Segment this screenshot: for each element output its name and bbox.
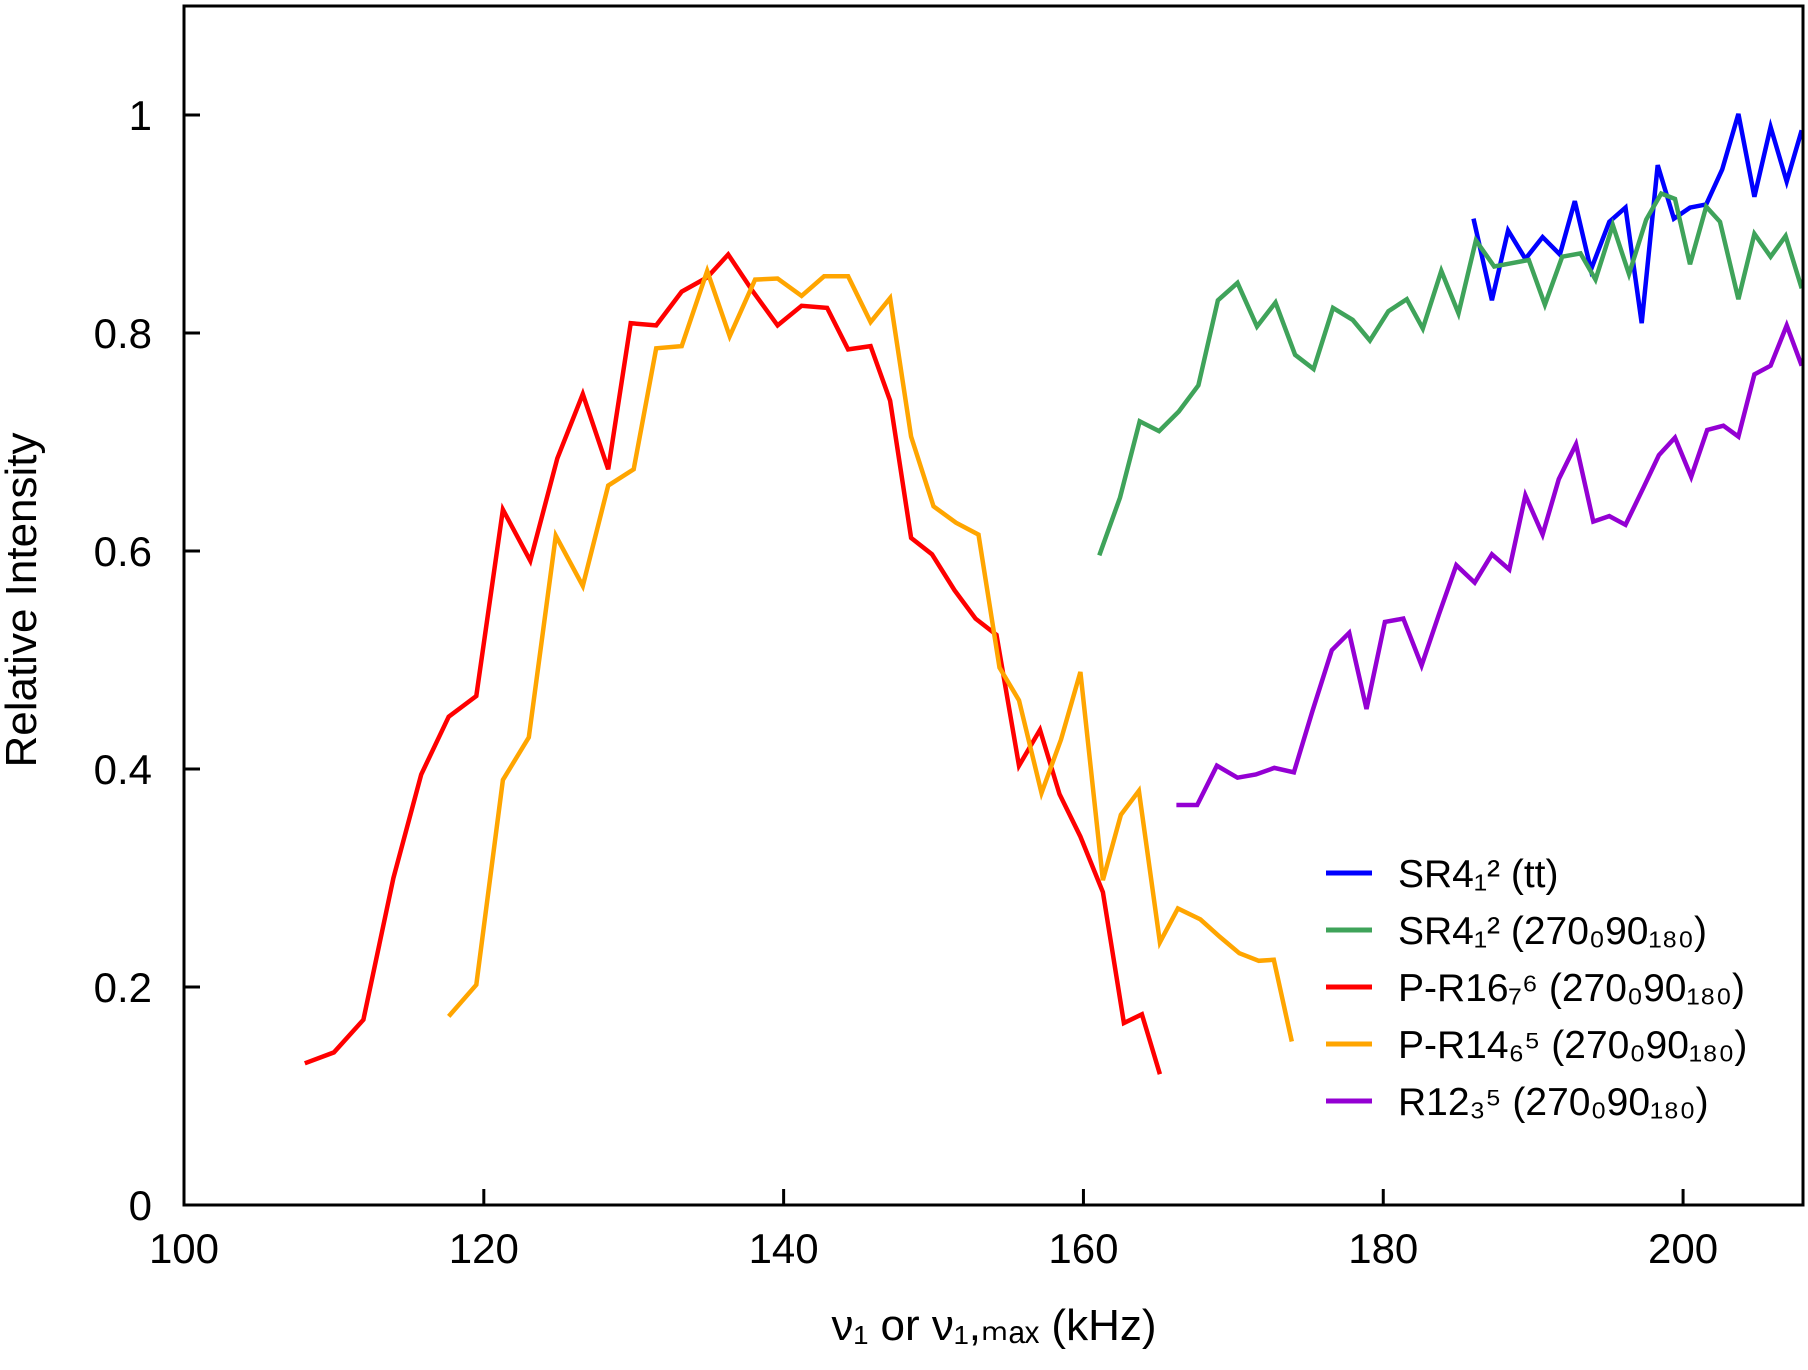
y-tick-label: 1 [129,92,152,139]
legend-label: R12₃⁵ (270₀90₁₈₀) [1398,1081,1709,1124]
y-tick-label: 0.2 [94,964,152,1011]
x-tick-label: 120 [449,1225,519,1272]
x-tick-label: 140 [749,1225,819,1272]
legend-label: P-R16₇⁶ (270₀90₁₈₀) [1398,967,1745,1010]
plot-lines [304,113,1803,1075]
series-line [1176,319,1803,808]
series-line [1471,113,1803,324]
series-line [304,250,1163,1075]
x-tick-label: 180 [1348,1225,1418,1272]
legend-label: SR4₁² (tt) [1398,853,1559,896]
series-line [447,263,1294,1042]
legend-label: SR4₁² (270₀90₁₈₀) [1398,910,1707,953]
y-tick-label: 0 [129,1182,152,1229]
x-tick-label: 200 [1648,1225,1718,1272]
legend-label: P-R14₆⁵ (270₀90₁₈₀) [1398,1024,1747,1067]
x-tick-label: 100 [149,1225,219,1272]
series-line [1097,190,1803,557]
y-tick-label: 0.6 [94,528,152,575]
y-tick-label: 0.4 [94,746,152,793]
y-axis-label: Relative Intensity [0,432,46,767]
plot-frame [182,4,1805,1207]
x-tick-label: 160 [1048,1225,1118,1272]
y-tick-label: 0.8 [94,310,152,357]
x-axis-label: ν₁ or ν₁,ₘₐₓ (kHz) [831,1301,1156,1350]
